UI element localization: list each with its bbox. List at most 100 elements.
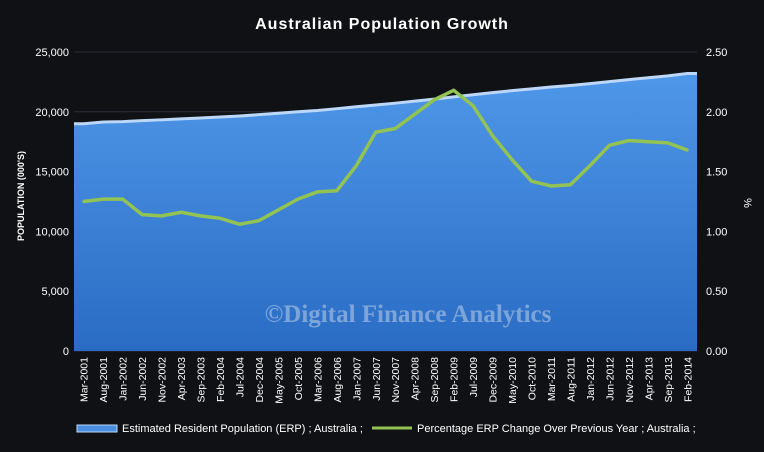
growth-point — [160, 214, 164, 218]
x-tick-label: Mar-2006 — [312, 357, 324, 402]
population-point — [472, 94, 474, 96]
x-tick-label: Sep-2008 — [429, 357, 441, 403]
population-point — [453, 96, 455, 98]
growth-point — [82, 200, 86, 203]
y2-tick-label: 2.00 — [706, 107, 727, 119]
x-tick-label: Oct-2005 — [293, 357, 305, 400]
x-tick-label: Aug-2001 — [98, 357, 110, 403]
population-point — [83, 123, 85, 125]
x-tick-label: Dec-2004 — [254, 357, 266, 403]
population-point — [122, 121, 124, 123]
growth-point — [179, 210, 183, 214]
y-tick-label: 15,000 — [35, 167, 69, 179]
x-tick-label: Nov-2012 — [624, 357, 636, 403]
x-tick-label: Nov-2002 — [157, 357, 169, 403]
population-point — [316, 109, 318, 112]
x-tick-label: Nov-2007 — [390, 357, 402, 403]
population-point — [394, 102, 396, 104]
growth-point — [530, 179, 534, 183]
y2-tick-label: 0.50 — [706, 286, 727, 298]
population-point — [375, 104, 377, 106]
x-tick-label: Jun-2012 — [604, 357, 616, 401]
population-point — [511, 90, 513, 92]
x-tick-label: May-2005 — [273, 357, 285, 404]
y-tick-label: 20,000 — [35, 107, 69, 119]
legend-label-population: Estimated Resident Population (ERP) ; Au… — [122, 423, 363, 435]
population-point — [647, 77, 649, 79]
x-tick-label: Mar-2011 — [546, 357, 558, 401]
x-tick-label: Jul-2009 — [468, 357, 480, 397]
x-tick-label: Apr-2003 — [176, 357, 188, 400]
growth-point — [471, 104, 475, 108]
population-area-edge — [74, 72, 697, 126]
growth-point — [101, 197, 105, 201]
x-tick-label: Apr-2008 — [410, 357, 422, 400]
legend: Estimated Resident Population (ERP) ; Au… — [76, 423, 696, 435]
growth-point — [335, 189, 339, 193]
growth-line — [83, 88, 688, 226]
growth-point — [549, 184, 553, 188]
population-point — [491, 92, 494, 94]
population-point — [569, 84, 572, 87]
population-point — [199, 117, 202, 119]
growth-point — [393, 127, 397, 131]
growth-point — [666, 141, 670, 145]
population-point — [608, 81, 610, 83]
growth-point — [491, 134, 495, 138]
population-point — [277, 112, 280, 114]
x-tick-label: Jan-2012 — [585, 357, 597, 401]
population-point — [219, 116, 221, 118]
growth-point — [199, 214, 203, 218]
population-point — [414, 100, 416, 102]
legend-label-growth: Percentage ERP Change Over Previous Year… — [417, 423, 696, 435]
population-point — [141, 120, 143, 122]
population-point — [297, 111, 299, 113]
x-tick-label: Aug-2011 — [565, 357, 577, 402]
population-point — [102, 121, 104, 123]
growth-point — [685, 148, 689, 152]
x-tick-label: Jul-2004 — [234, 357, 246, 397]
y-axis-label: POPULATION (000'S) — [16, 151, 26, 241]
growth-point — [627, 139, 631, 143]
growth-point — [588, 164, 592, 168]
population-point — [355, 106, 357, 108]
population-point — [238, 115, 241, 117]
growth-point — [140, 213, 144, 217]
population-point — [336, 108, 338, 110]
x-tick-label: Oct-2010 — [527, 357, 539, 400]
y2-tick-label: 0.00 — [706, 346, 727, 358]
x-tick-label: Dec-2009 — [488, 357, 500, 403]
growth-point — [413, 112, 417, 116]
growth-point — [432, 98, 436, 102]
x-axis-ticks: Mar-2001 Aug-2001 Jan-2002 Jun-2002 Nov-2002… — [79, 357, 695, 404]
population-area-fill — [74, 73, 697, 351]
x-tick-label: Jun-2002 — [137, 357, 149, 401]
population-point — [258, 114, 260, 116]
chart-title: Australian Population Growth — [255, 16, 509, 33]
growth-point — [568, 183, 572, 187]
growth-point — [296, 197, 300, 201]
legend-swatch-population — [76, 424, 118, 433]
y-axis-ticks: 0 5,000 10,000 15,000 20,000 25,000 — [35, 47, 69, 358]
growth-line-layer — [82, 88, 689, 226]
y2-tick-label: 1.50 — [706, 167, 727, 179]
growth-point — [121, 197, 125, 201]
x-tick-label: Jan-2007 — [351, 357, 363, 401]
x-tick-label: Mar-2001 — [79, 357, 91, 402]
y-tick-label: 25,000 — [35, 47, 69, 59]
x-tick-label: Apr-2013 — [643, 357, 655, 400]
growth-point — [276, 208, 280, 212]
population-point — [667, 75, 669, 77]
population-point — [550, 86, 552, 88]
population-point — [161, 119, 163, 121]
x-tick-label: Feb-2009 — [449, 357, 461, 402]
growth-point — [315, 190, 319, 194]
x-tick-label: May-2010 — [507, 357, 519, 404]
growth-point — [607, 143, 611, 147]
growth-point — [374, 130, 378, 134]
y2-axis-ticks: 0.00 0.50 1.00 1.50 2.00 2.50 — [706, 47, 727, 358]
x-tick-label: Jan-2002 — [118, 357, 130, 401]
population-point — [628, 79, 630, 81]
